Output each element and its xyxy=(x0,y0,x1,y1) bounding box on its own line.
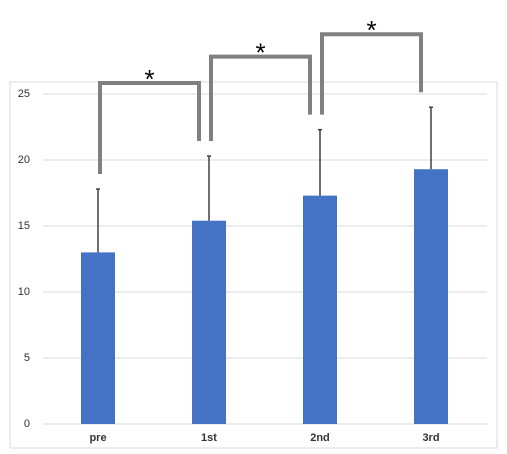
y-tick-label: 10 xyxy=(18,286,30,298)
y-tick-label: 15 xyxy=(18,220,30,232)
bar xyxy=(414,169,448,424)
bar xyxy=(303,195,337,424)
x-tick-label: 2nd xyxy=(310,432,330,444)
significance-star: * xyxy=(366,15,376,45)
significance-bracket xyxy=(209,54,312,142)
y-tick-label: 25 xyxy=(18,88,30,100)
significance-star: * xyxy=(144,64,154,94)
bar xyxy=(192,220,226,424)
bar xyxy=(81,252,115,424)
significance-bracket xyxy=(320,32,423,115)
significance-bracket xyxy=(98,81,201,175)
significance-star: * xyxy=(255,38,265,68)
y-tick-label: 20 xyxy=(18,154,30,166)
y-tick-label: 0 xyxy=(24,418,30,430)
y-tick-label: 5 xyxy=(24,352,30,364)
x-tick-label: 1st xyxy=(201,432,217,444)
x-tick-label: 3rd xyxy=(422,432,439,444)
x-tick-label: pre xyxy=(89,432,106,444)
